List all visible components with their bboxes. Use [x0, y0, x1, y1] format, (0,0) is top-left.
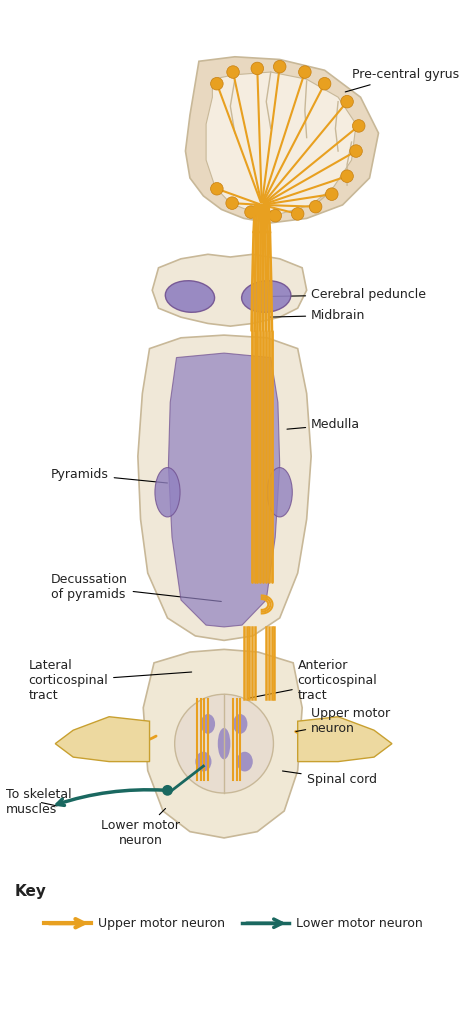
- Circle shape: [325, 187, 338, 201]
- Text: Spinal cord: Spinal cord: [282, 771, 377, 786]
- Ellipse shape: [267, 468, 292, 517]
- Text: Medulla: Medulla: [287, 419, 360, 431]
- Circle shape: [227, 66, 239, 78]
- Polygon shape: [55, 717, 150, 762]
- Circle shape: [273, 60, 286, 73]
- Ellipse shape: [237, 752, 253, 771]
- Polygon shape: [152, 254, 307, 326]
- Ellipse shape: [155, 468, 180, 517]
- Ellipse shape: [195, 752, 212, 771]
- Ellipse shape: [218, 728, 230, 760]
- Circle shape: [291, 208, 304, 220]
- Circle shape: [353, 120, 365, 132]
- Text: Cerebral peduncle: Cerebral peduncle: [269, 288, 426, 301]
- Text: Pyramids: Pyramids: [51, 468, 167, 483]
- Polygon shape: [298, 717, 392, 762]
- Circle shape: [162, 785, 173, 796]
- Polygon shape: [185, 56, 378, 223]
- Text: Pre-central gyrus: Pre-central gyrus: [345, 69, 459, 92]
- Circle shape: [245, 206, 257, 218]
- Text: Lower motor neuron: Lower motor neuron: [296, 916, 423, 930]
- Circle shape: [211, 182, 223, 195]
- Text: Lateral
corticospinal
tract: Lateral corticospinal tract: [28, 659, 192, 702]
- Circle shape: [310, 201, 322, 213]
- Text: To skeletal
muscles: To skeletal muscles: [6, 788, 71, 816]
- Circle shape: [174, 694, 273, 793]
- Polygon shape: [206, 72, 356, 214]
- Ellipse shape: [233, 714, 248, 734]
- Circle shape: [299, 66, 311, 78]
- Circle shape: [341, 170, 353, 182]
- Circle shape: [350, 144, 363, 158]
- Circle shape: [341, 95, 353, 108]
- Ellipse shape: [242, 281, 291, 312]
- Circle shape: [251, 62, 264, 75]
- Circle shape: [226, 197, 238, 210]
- Polygon shape: [168, 353, 280, 627]
- Text: Lower motor
neuron: Lower motor neuron: [101, 809, 180, 848]
- Ellipse shape: [165, 281, 215, 312]
- Text: Decussation
of pyramids: Decussation of pyramids: [51, 572, 221, 601]
- Polygon shape: [138, 335, 311, 640]
- Text: Upper motor neuron: Upper motor neuron: [98, 916, 226, 930]
- Text: Midbrain: Midbrain: [269, 309, 365, 322]
- Text: Anterior
corticospinal
tract: Anterior corticospinal tract: [248, 659, 378, 702]
- Ellipse shape: [201, 714, 215, 734]
- Text: Key: Key: [15, 885, 47, 899]
- FancyArrowPatch shape: [57, 790, 165, 806]
- Text: Upper motor
neuron: Upper motor neuron: [296, 708, 390, 735]
- Circle shape: [318, 78, 331, 90]
- Circle shape: [211, 78, 223, 90]
- Circle shape: [269, 210, 281, 222]
- Polygon shape: [143, 649, 302, 838]
